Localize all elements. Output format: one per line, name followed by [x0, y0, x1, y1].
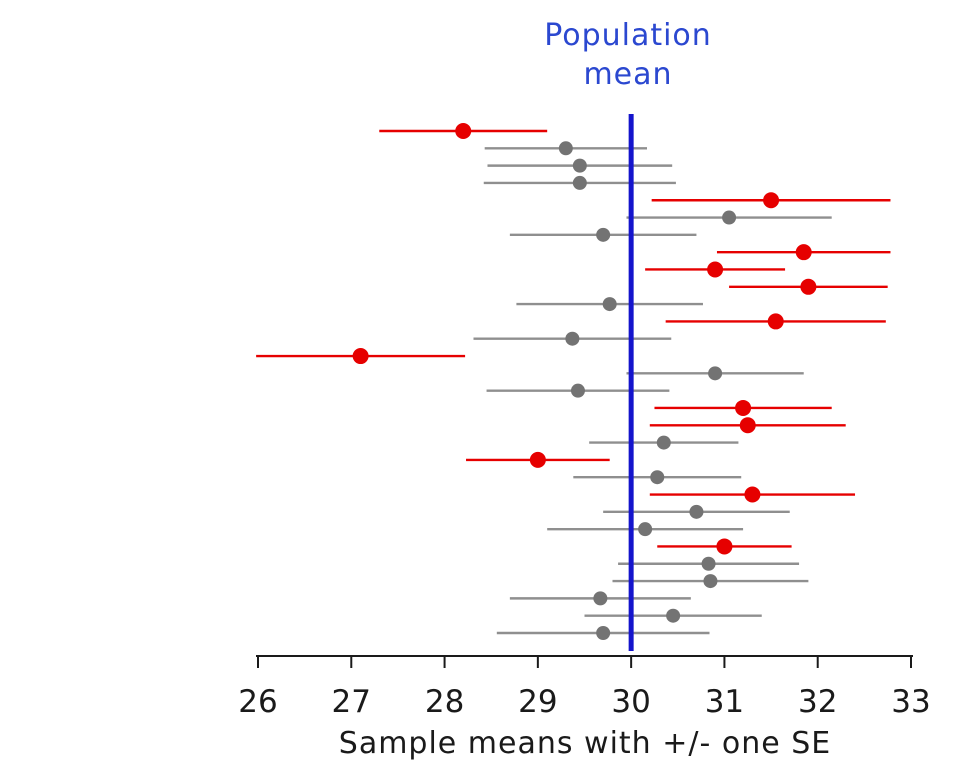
x-axis-tick-label: 33 — [891, 684, 930, 720]
sample-mean-dot-contain — [701, 556, 716, 571]
x-axis-tick-label: 30 — [611, 684, 650, 720]
sample-mean-dot-miss — [795, 244, 812, 261]
sample-mean-dot-contain — [572, 158, 587, 173]
population-mean-annotation-line2: mean — [583, 57, 673, 92]
sample-mean-dot-contain — [596, 227, 611, 242]
x-axis-tick-label: 31 — [705, 684, 744, 720]
sample-mean-dot-miss — [800, 278, 817, 295]
sample-mean-dot-miss — [739, 417, 756, 434]
x-axis-tick-label: 27 — [332, 684, 371, 720]
sample-mean-dot-miss — [455, 123, 472, 139]
sample-mean-dot-contain — [703, 574, 718, 589]
sample-mean-dot-contain — [593, 591, 608, 606]
x-axis-tick-label: 26 — [238, 684, 277, 720]
sample-mean-dot-contain — [708, 366, 723, 381]
sample-mean-dot-contain — [638, 522, 653, 537]
sample-mean-dot-contain — [666, 608, 681, 623]
sample-mean-dot-contain — [602, 297, 617, 312]
x-axis-title: Sample means with +/- one SE — [338, 726, 832, 761]
x-axis-tick-label: 29 — [518, 684, 557, 720]
sample-mean-dot-contain — [650, 470, 665, 485]
sample-mean-dot-contain — [558, 141, 573, 156]
sample-mean-dot-miss — [352, 348, 369, 365]
sample-mean-dot-contain — [565, 331, 580, 346]
sample-mean-dot-contain — [656, 435, 671, 450]
sample-mean-dot-miss — [735, 399, 752, 416]
sample-mean-dot-contain — [596, 626, 611, 640]
x-axis-tick-label: 32 — [798, 684, 837, 720]
sample-mean-dot-miss — [767, 313, 784, 330]
population-mean-annotation-line1: Population — [544, 18, 712, 53]
sample-mean-dot-miss — [529, 451, 546, 468]
sample-mean-dot-contain — [572, 175, 587, 190]
sample-mean-dot-contain — [689, 504, 704, 519]
sample-mean-dot-miss — [716, 538, 733, 555]
sample-mean-dot-contain — [722, 210, 737, 225]
population-mean-annotation: Population mean — [478, 16, 778, 94]
sample-mean-dot-miss — [707, 261, 724, 278]
sample-mean-dot-miss — [763, 192, 780, 209]
sample-mean-dot-miss — [744, 486, 761, 503]
x-axis-tick-label: 28 — [425, 684, 464, 720]
sample-mean-dot-contain — [570, 383, 585, 398]
